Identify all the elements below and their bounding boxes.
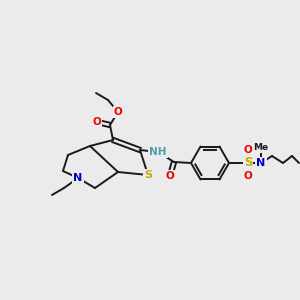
Text: O: O [114,107,122,117]
Text: O: O [166,171,174,181]
Text: NH: NH [149,147,167,157]
Text: O: O [244,171,252,181]
Text: Me: Me [254,143,268,152]
Text: S: S [244,157,252,169]
Text: N: N [256,158,266,168]
Text: N: N [74,173,82,183]
Text: S: S [144,170,152,180]
Text: O: O [244,145,252,155]
Text: O: O [93,117,101,127]
